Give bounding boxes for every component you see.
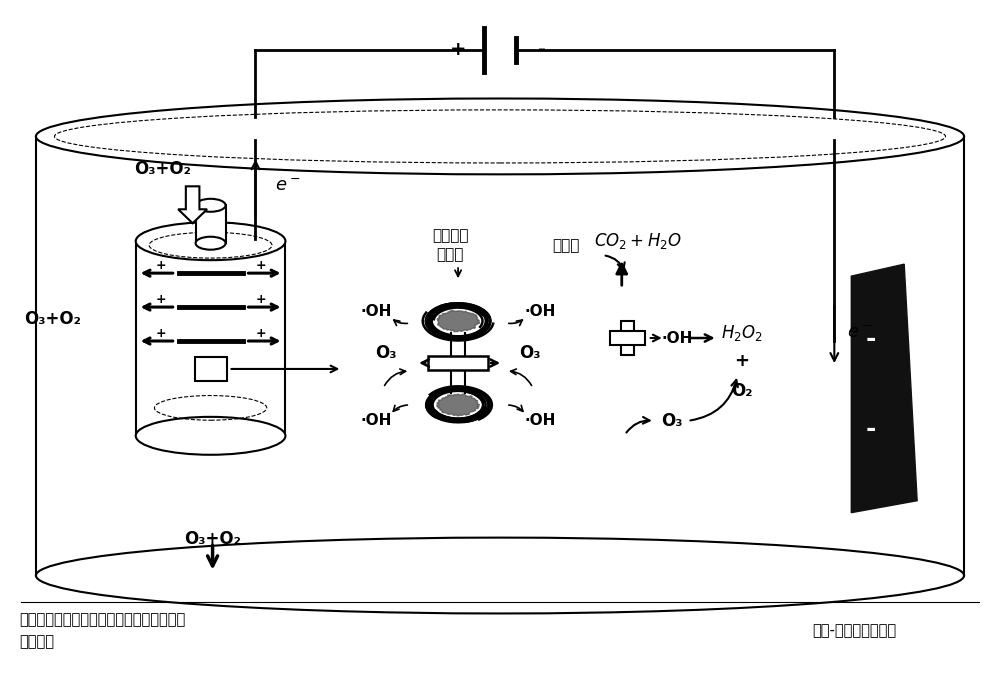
- Text: ·OH: ·OH: [361, 413, 392, 428]
- Text: 负载金属氧化物催化层的多孔钛臭氧曝气器
（阳极）: 负载金属氧化物催化层的多孔钛臭氧曝气器 （阳极）: [19, 612, 185, 649]
- Text: -: -: [538, 40, 546, 59]
- Bar: [136, 241, 285, 436]
- Text: O₃: O₃: [519, 344, 541, 362]
- Bar: [610, 332, 645, 345]
- Polygon shape: [437, 394, 480, 416]
- Text: $e^-$: $e^-$: [275, 178, 301, 196]
- Text: +: +: [155, 327, 166, 339]
- Bar: [621, 321, 634, 355]
- Text: +: +: [255, 327, 266, 339]
- Text: O₃+O₂: O₃+O₂: [24, 310, 81, 328]
- Ellipse shape: [36, 538, 964, 614]
- Text: +: +: [255, 292, 266, 305]
- Text: +: +: [155, 292, 166, 305]
- Text: ·OH: ·OH: [524, 303, 556, 319]
- Text: $e^-$: $e^-$: [847, 324, 873, 342]
- Polygon shape: [437, 310, 480, 332]
- Text: -: -: [866, 327, 876, 351]
- Text: +: +: [255, 258, 266, 272]
- Ellipse shape: [196, 237, 226, 249]
- Text: $CO_2 + H_2O$: $CO_2 + H_2O$: [594, 231, 682, 252]
- Text: O₃+O₂: O₃+O₂: [184, 529, 241, 547]
- Text: ·OH: ·OH: [662, 330, 693, 346]
- Ellipse shape: [136, 417, 285, 455]
- Bar: [195, 357, 227, 381]
- Text: 有机物: 有机物: [552, 238, 580, 253]
- Text: O₃: O₃: [661, 412, 682, 430]
- Text: +: +: [155, 258, 166, 272]
- Text: -: -: [866, 417, 876, 441]
- Bar: [196, 205, 226, 243]
- Ellipse shape: [196, 199, 226, 211]
- Text: O₃: O₃: [375, 344, 397, 362]
- Ellipse shape: [136, 223, 285, 261]
- Text: 纳米金属
氧化物: 纳米金属 氧化物: [432, 229, 468, 262]
- Text: +: +: [734, 352, 749, 370]
- Text: +: +: [450, 40, 466, 59]
- Ellipse shape: [36, 99, 964, 174]
- Text: ·OH: ·OH: [361, 303, 392, 319]
- Polygon shape: [178, 187, 207, 223]
- Text: O₃+O₂: O₃+O₂: [134, 160, 191, 178]
- Polygon shape: [851, 264, 917, 513]
- Text: 炭黑-聚四氟乙烯阴极: 炭黑-聚四氟乙烯阴极: [812, 623, 896, 638]
- Text: O₂: O₂: [731, 382, 752, 400]
- Text: $H_2O_2$: $H_2O_2$: [721, 323, 762, 343]
- Bar: [428, 356, 488, 370]
- Text: ·OH: ·OH: [524, 413, 556, 428]
